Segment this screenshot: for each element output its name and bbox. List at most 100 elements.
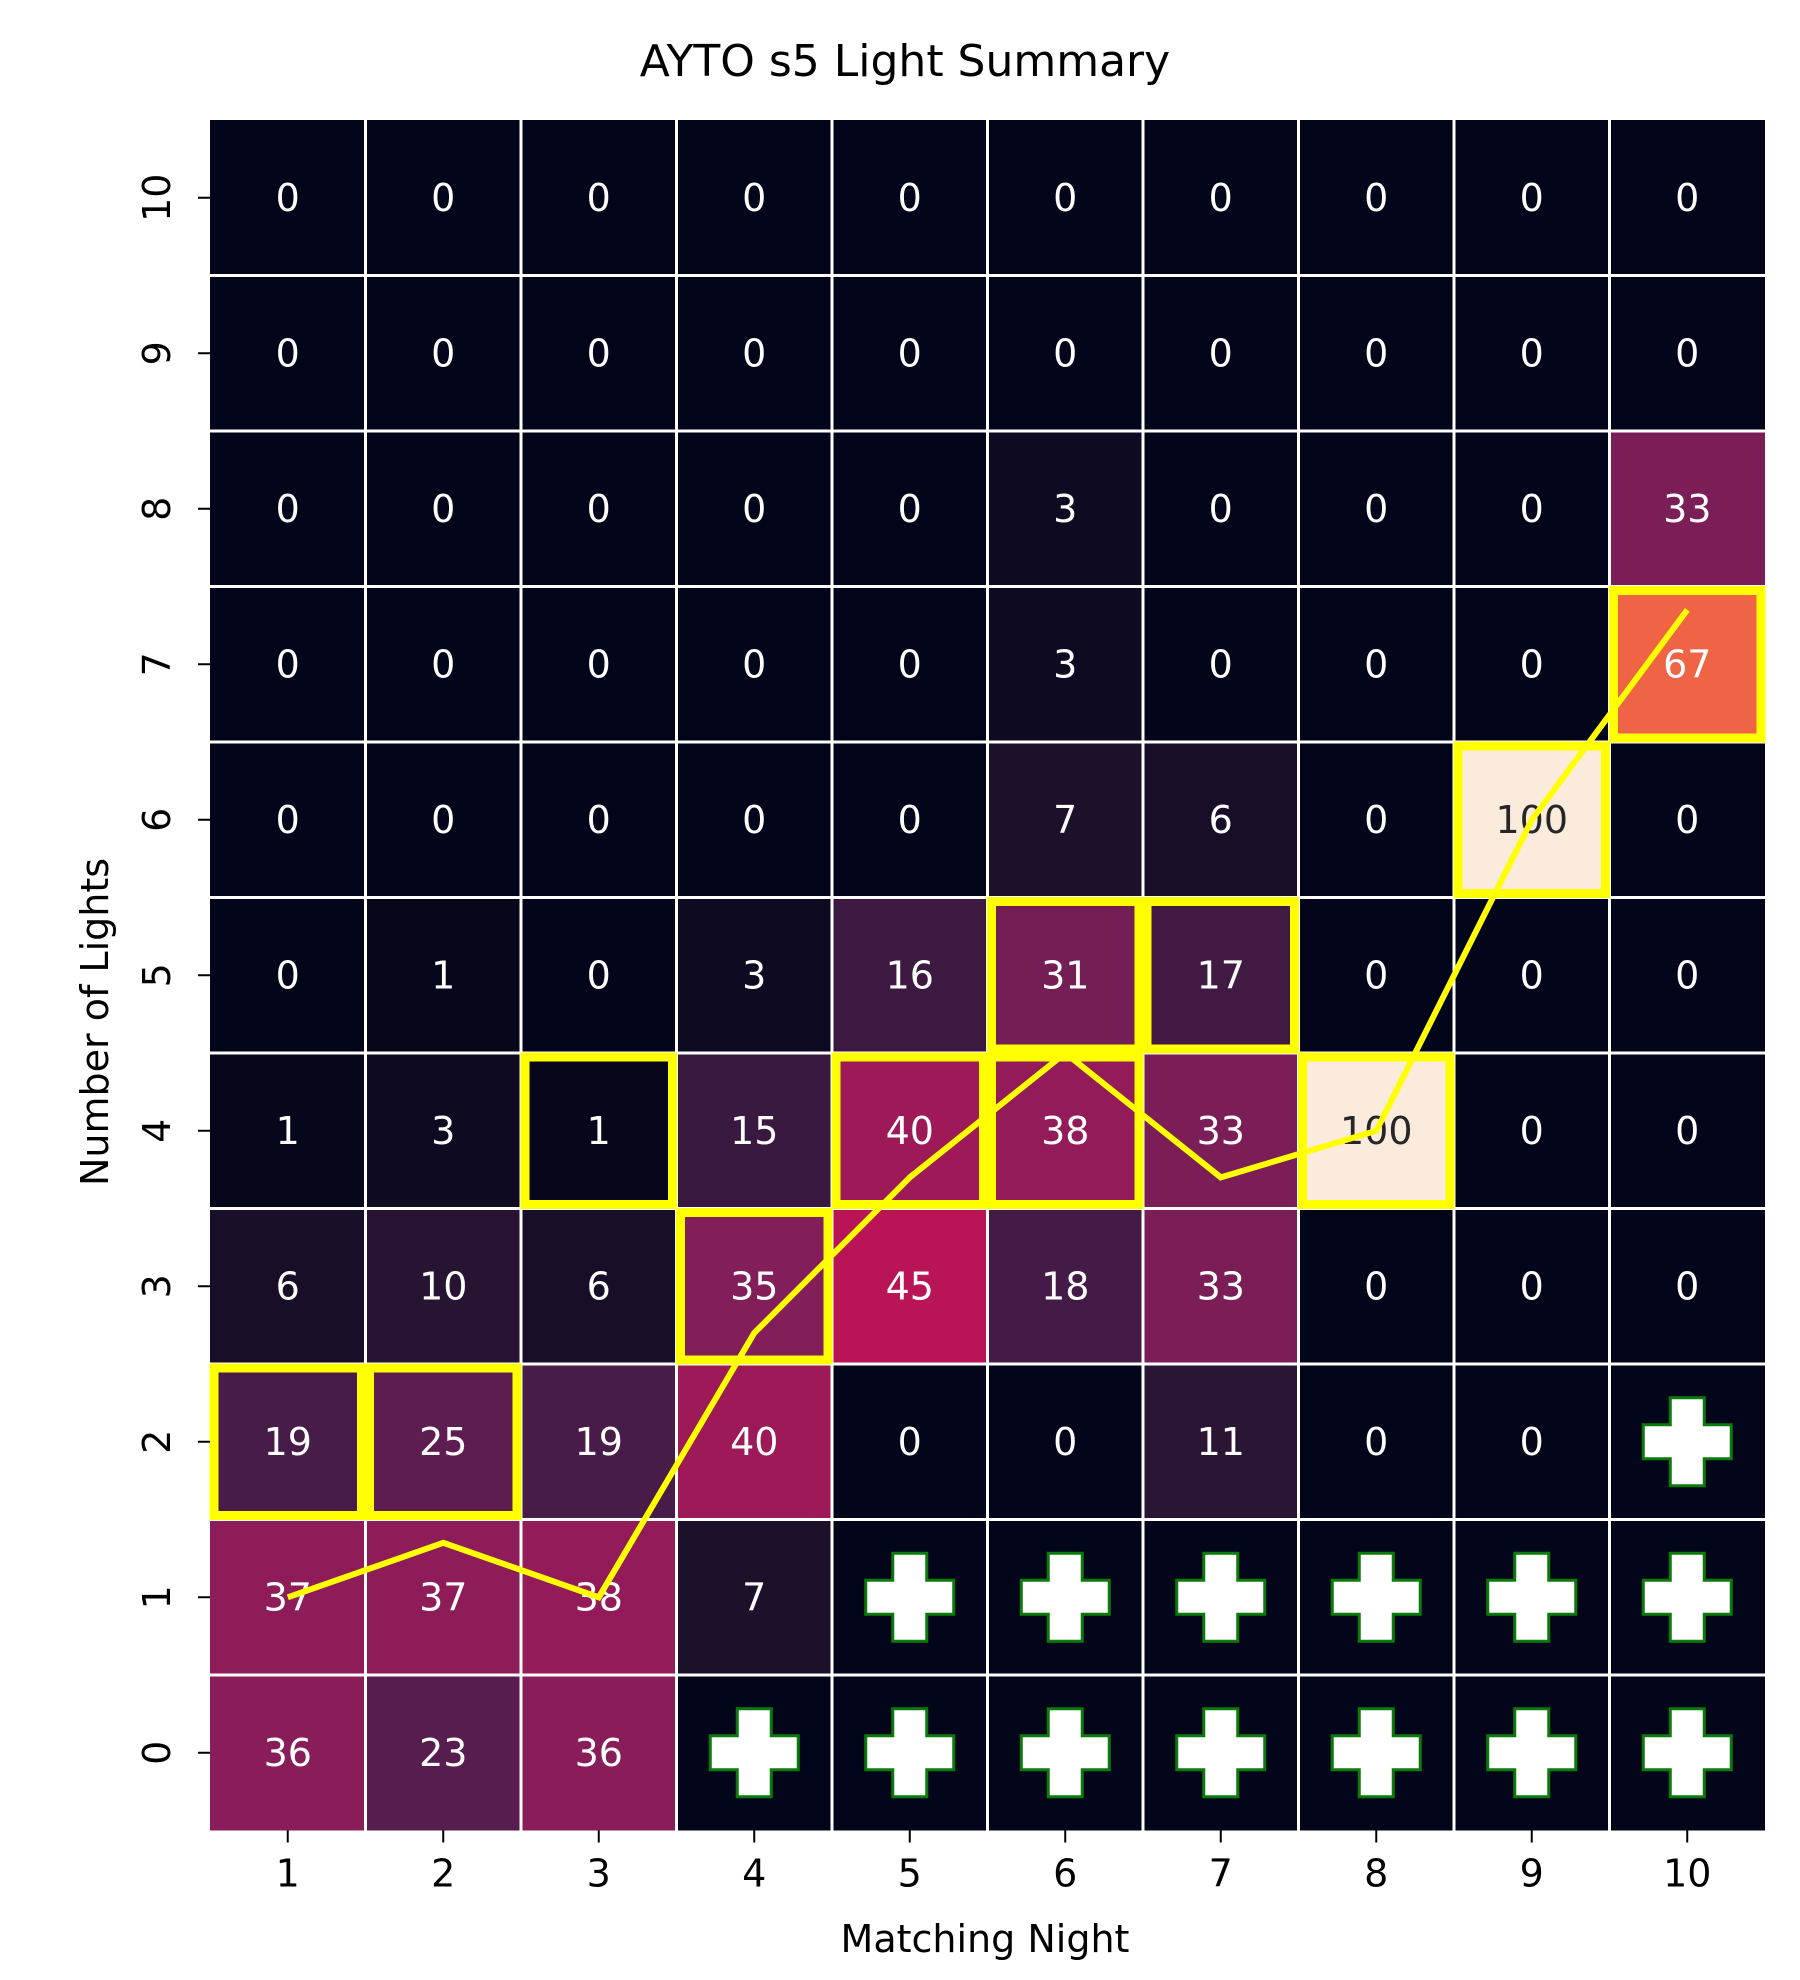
cell-background — [832, 742, 988, 898]
heatmap-cell: 0 — [676, 431, 832, 587]
heatmap-cell: 0 — [521, 897, 677, 1053]
cell-value: 6 — [276, 1264, 300, 1308]
cell-background — [676, 431, 832, 587]
y-tick-label: 4 — [135, 1119, 179, 1143]
plus-icon — [1330, 1707, 1422, 1799]
heatmap-cell: 37 — [210, 1519, 366, 1675]
cell-background — [1609, 275, 1765, 431]
heatmap-cell: 0 — [365, 275, 521, 431]
cell-value: 0 — [1675, 798, 1699, 842]
heatmap-cell: 0 — [521, 120, 677, 276]
cell-value: 0 — [742, 331, 766, 375]
cell-background — [832, 275, 988, 431]
cell-background — [1609, 1053, 1765, 1209]
x-tick-label: 1 — [276, 1852, 300, 1896]
cell-background — [210, 431, 366, 587]
cell-background — [365, 1208, 521, 1364]
cell-value: 0 — [276, 331, 300, 375]
cell-value: 35 — [730, 1264, 778, 1308]
heatmap-cell — [1143, 1519, 1299, 1675]
heatmap-cell: 7 — [676, 1519, 832, 1675]
highlight-box — [1298, 1052, 1455, 1209]
cell-value: 40 — [886, 1109, 934, 1153]
cell-background — [1609, 120, 1765, 276]
x-tick-label: 6 — [1053, 1852, 1077, 1896]
heatmap-cell: 45 — [832, 1208, 988, 1364]
cell-value: 0 — [1364, 1264, 1388, 1308]
chart-title: AYTO s5 Light Summary — [640, 36, 1170, 87]
cell-value: 16 — [886, 953, 934, 997]
heatmap-cell: 17 — [1143, 897, 1299, 1053]
heatmap-cell: 0 — [987, 275, 1143, 431]
heatmap-cell: 3 — [676, 897, 832, 1053]
heatmap-cell: 0 — [676, 275, 832, 431]
plus-icon — [1641, 1551, 1733, 1643]
cell-value: 0 — [431, 176, 455, 220]
cell-value: 31 — [1041, 953, 1089, 997]
heatmap-cell: 0 — [1298, 120, 1454, 276]
heatmap-cell: 0 — [1298, 1364, 1454, 1520]
heatmap-cell: 0 — [365, 742, 521, 898]
cell-background — [676, 120, 832, 276]
cell-background — [521, 897, 677, 1053]
cell-value: 19 — [575, 1420, 623, 1464]
cell-background — [210, 120, 366, 276]
heatmap-cell: 0 — [210, 431, 366, 587]
heatmap-cell: 0 — [1454, 586, 1610, 742]
heatmap-cell: 38 — [987, 1053, 1143, 1209]
heatmap-cell: 0 — [676, 120, 832, 276]
cell-background — [1143, 742, 1299, 898]
cell-value: 25 — [419, 1420, 467, 1464]
cell-value: 0 — [1053, 1420, 1077, 1464]
y-tick-label: 0 — [135, 1741, 179, 1765]
cell-value: 0 — [431, 798, 455, 842]
plus-icon — [1019, 1551, 1111, 1643]
cell-background — [210, 1053, 366, 1209]
highlight-box — [1453, 741, 1610, 898]
cell-background — [1298, 586, 1454, 742]
cell-value: 6 — [1209, 798, 1233, 842]
cell-value: 1 — [431, 953, 455, 997]
cell-background — [365, 586, 521, 742]
x-tick-label: 9 — [1520, 1852, 1544, 1896]
heatmap-cell: 0 — [987, 1364, 1143, 1520]
heatmap-cell: 0 — [210, 120, 366, 276]
heatmap-cell — [832, 1675, 988, 1831]
cell-background — [987, 1208, 1143, 1364]
cell-background — [521, 586, 677, 742]
cell-value: 0 — [898, 487, 922, 531]
cell-value: 0 — [1520, 331, 1544, 375]
highlight-box — [831, 1052, 988, 1209]
cell-background — [1143, 897, 1299, 1053]
highlight-boxes — [209, 586, 1766, 1520]
cell-value: 0 — [587, 642, 611, 686]
plus-icon — [1019, 1707, 1111, 1799]
cell-background — [987, 120, 1143, 276]
cell-background — [521, 1364, 677, 1520]
heatmap-cell — [987, 1675, 1143, 1831]
cell-value: 0 — [1364, 953, 1388, 997]
heatmap-cell: 40 — [832, 1053, 988, 1209]
cell-value: 0 — [898, 798, 922, 842]
cell-value: 0 — [276, 487, 300, 531]
heatmap-cell: 1 — [210, 1053, 366, 1209]
cell-value: 33 — [1663, 487, 1711, 531]
cell-value: 0 — [898, 176, 922, 220]
cell-background — [210, 586, 366, 742]
heatmap-cell: 0 — [832, 120, 988, 276]
heatmap-cell: 0 — [365, 586, 521, 742]
cell-background — [1454, 1208, 1610, 1364]
heatmap-cell: 0 — [210, 742, 366, 898]
cell-value: 0 — [276, 798, 300, 842]
plus-icon — [1486, 1551, 1578, 1643]
highlight-box — [987, 897, 1144, 1054]
cell-background — [365, 275, 521, 431]
cell-value: 0 — [587, 331, 611, 375]
cell-background — [521, 742, 677, 898]
heatmap-cell — [1609, 1675, 1765, 1831]
heatmap-cell: 0 — [1298, 1208, 1454, 1364]
heatmap-cell: 0 — [1609, 742, 1765, 898]
cell-background — [521, 1675, 677, 1831]
